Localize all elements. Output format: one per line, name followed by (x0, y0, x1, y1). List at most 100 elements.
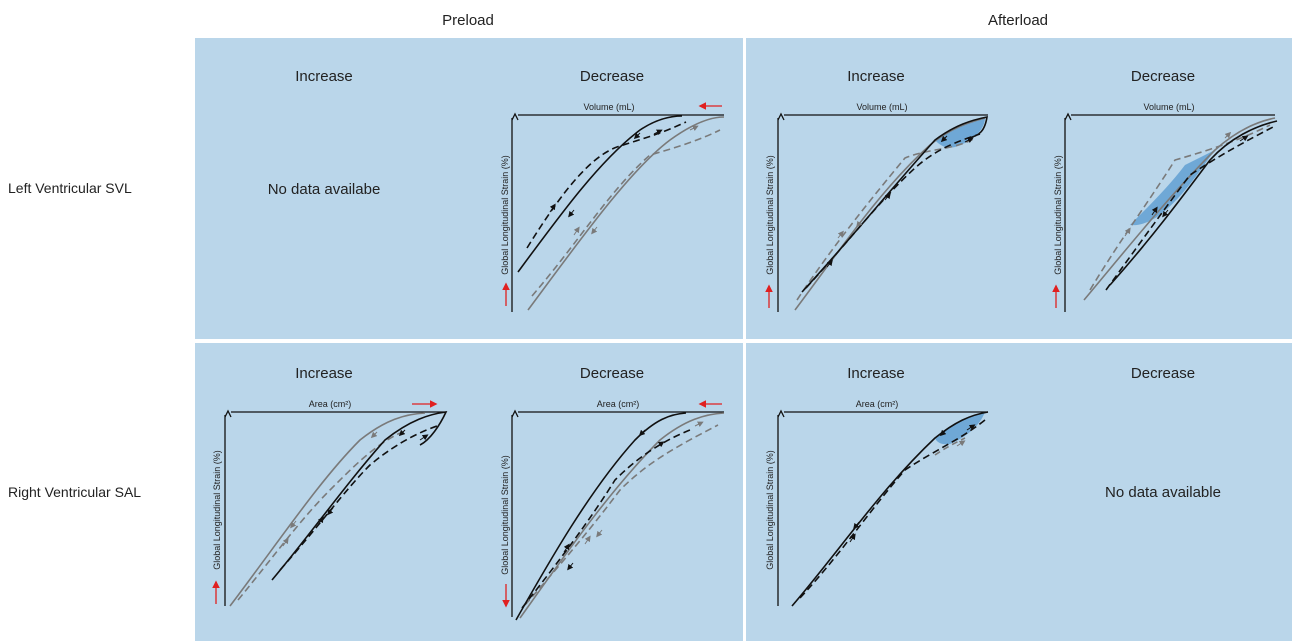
row-heading-left-ventricular: Left Ventricular SVL (8, 180, 132, 196)
direction-arrow (638, 429, 646, 437)
y-axis-title: Global Longitudinal Strain (%) (500, 455, 510, 575)
direction-arrow (694, 421, 704, 428)
direction-arrow (653, 129, 663, 136)
direction-arrow (689, 125, 699, 132)
plot-lv-preload-decrease: Volume (mL) Global Longitudinal Strain (… (500, 102, 725, 312)
x-axis: Volume (mL) (1064, 102, 1275, 121)
altered-loop-solid (517, 115, 683, 273)
direction-arrow (856, 219, 863, 228)
direction-arrow (1162, 209, 1169, 218)
altered-loop-dashed (1105, 125, 1276, 291)
y-axis-title: Global Longitudinal Strain (%) (500, 155, 510, 275)
lv-preload-increase-heading: Increase (295, 68, 353, 85)
rv-preload-increase-heading: Increase (295, 365, 353, 382)
direction-arrow (1124, 227, 1131, 237)
loop-fill (1130, 150, 1215, 226)
y-axis-title: Global Longitudinal Strain (%) (765, 450, 775, 570)
x-axis: Volume (mL) (511, 102, 724, 121)
y-axis: Global Longitudinal Strain (%) (1053, 118, 1066, 312)
x-axis-title: Volume (mL) (856, 102, 907, 112)
x-axis-title: Area (cm²) (309, 399, 352, 409)
direction-arrow (633, 132, 641, 140)
altered-loop-solid (1109, 120, 1278, 286)
panel-rv-preload (195, 343, 743, 641)
y-axis: Global Longitudinal Strain (%) (765, 415, 779, 606)
direction-arrow (1151, 206, 1158, 216)
direction-arrow (964, 137, 974, 144)
baseline-loop-solid (1083, 117, 1276, 301)
direction-arrow (419, 434, 429, 441)
x-axis: Volume (mL) (777, 102, 988, 121)
baseline-loop-solid (229, 412, 426, 607)
altered-loop-dashed (279, 424, 441, 571)
y-axis: Global Longitudinal Strain (%) (500, 118, 513, 312)
direction-arrow (567, 562, 574, 571)
lv-preload-increase-no-data: No data availabe (267, 181, 381, 198)
lv-afterload-decrease-heading: Decrease (1130, 68, 1196, 85)
direction-arrow (939, 429, 947, 437)
x-axis-title: Area (cm²) (597, 399, 640, 409)
altered-loop-solid (271, 411, 448, 581)
panel-rv-afterload (746, 343, 1292, 641)
x-axis: Area (cm²) (777, 399, 988, 418)
rv-afterload-increase-heading: Increase (847, 365, 905, 382)
direction-arrow (282, 537, 289, 547)
altered-loop-solid (801, 115, 988, 293)
direction-arrow (596, 529, 603, 538)
baseline-loop-dashed (237, 432, 401, 601)
baseline-loop-dashed (796, 137, 976, 301)
rv-afterload-decrease-no-data: No data available (1105, 484, 1221, 501)
x-axis-title: Area (cm²) (856, 399, 899, 409)
panel-lv-preload (195, 38, 743, 339)
loop-fill (935, 412, 985, 445)
direction-arrow (317, 516, 324, 526)
lv-afterload-increase-heading: Increase (847, 68, 905, 85)
x-axis-title: Volume (mL) (1143, 102, 1194, 112)
baseline-loop-dashed (934, 437, 966, 456)
direction-arrow (966, 424, 976, 431)
loop-fill (935, 118, 985, 148)
direction-arrow (837, 230, 844, 239)
loop-dashed (799, 419, 986, 599)
direction-arrow (290, 520, 297, 529)
altered-loop-dashed (805, 133, 981, 289)
plot-rv-preload-decrease: Area (cm²) Global Longitudinal Strain (%… (500, 399, 725, 621)
altered-loop-solid (515, 412, 687, 621)
y-axis: Global Longitudinal Strain (%) (500, 415, 513, 617)
plot-lv-afterload-increase: Volume (mL) Global Longitudinal Strain (… (765, 102, 988, 312)
y-axis-title: Global Longitudinal Strain (%) (765, 155, 775, 275)
baseline-loop-dashed (531, 129, 721, 297)
y-axis: Global Longitudinal Strain (%) (212, 415, 226, 606)
x-axis-title: Volume (mL) (583, 102, 634, 112)
direction-arrow (327, 507, 334, 516)
rv-afterload-decrease-heading: Decrease (1130, 365, 1196, 382)
direction-arrow (549, 203, 556, 213)
row-heading-right-ventricular: Right Ventricular SAL (8, 484, 142, 500)
loop-solid (791, 411, 989, 607)
y-axis-title: Global Longitudinal Strain (%) (212, 450, 222, 570)
direction-arrow (884, 192, 891, 201)
direction-arrow (568, 209, 575, 218)
direction-arrow (370, 431, 378, 439)
y-axis-title: Global Longitudinal Strain (%) (1053, 155, 1063, 275)
column-heading-afterload: Afterload (987, 12, 1049, 29)
direction-arrow (853, 521, 860, 530)
baseline-loop-dashed (1089, 124, 1271, 291)
panel-lv-afterload (746, 38, 1292, 339)
altered-loop-dashed (521, 429, 691, 609)
lv-preload-decrease-heading: Decrease (579, 68, 645, 85)
direction-arrow (1239, 135, 1249, 142)
plot-lv-afterload-decrease: Volume (mL) Global Longitudinal Strain (… (1052, 102, 1278, 312)
direction-arrow (826, 259, 833, 268)
direction-arrow (591, 226, 598, 235)
baseline-loop-dashed (524, 424, 719, 606)
rv-preload-decrease-heading: Decrease (579, 365, 645, 382)
y-axis: Global Longitudinal Strain (%) (765, 118, 779, 312)
baseline-loop-solid (527, 116, 725, 311)
direction-arrow (655, 441, 665, 448)
plot-rv-preload-increase: Area (cm²) Global Longitudinal Strain (%… (212, 399, 448, 607)
plot-rv-afterload-increase: Area (cm²) Global Longitudinal Strain (%… (765, 399, 989, 607)
direction-arrow (398, 429, 406, 437)
direction-arrow (940, 135, 948, 143)
